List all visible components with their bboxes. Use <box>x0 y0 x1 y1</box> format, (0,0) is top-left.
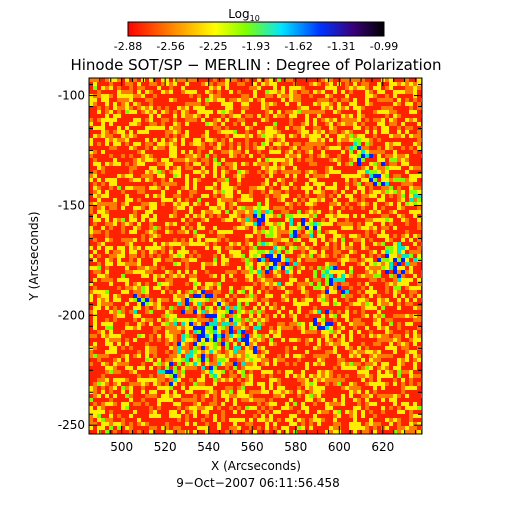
x-axis-label: X (Arcseconds) <box>211 459 301 473</box>
x-tick-label: 520 <box>154 440 177 454</box>
figure-title: Hinode SOT/SP − MERLIN : Degree of Polar… <box>70 56 441 74</box>
colorbar-tick-label: -2.88 <box>114 40 142 53</box>
y-tick-label: -150 <box>58 198 85 212</box>
colorbar-tick-label: -0.99 <box>370 40 398 53</box>
y-tick-label: -250 <box>58 418 85 432</box>
x-tick-label: 540 <box>197 440 220 454</box>
plot-frame <box>88 77 423 435</box>
colorbar-tick-label: -2.25 <box>199 40 227 53</box>
x-tick-label: 560 <box>241 440 264 454</box>
x-tick-label: 500 <box>110 440 133 454</box>
polarization-map <box>89 78 422 434</box>
colorbar-ticks: -2.88 -2.56 -2.25 -1.93 -1.62 -1.31 -0.99 <box>114 40 398 53</box>
colorbar-tick-label: -2.56 <box>156 40 184 53</box>
colorbar-tick-label: -1.62 <box>284 40 312 53</box>
y-tick-label: -200 <box>58 308 85 322</box>
x-tick-label: 600 <box>328 440 351 454</box>
colorbar-tick-label: -1.31 <box>327 40 355 53</box>
axis-ticks: 500 520 540 560 580 600 620 -100 -150 -200 -250 <box>58 78 422 454</box>
colorbar-tick-label: -1.93 <box>242 40 270 53</box>
colorbar <box>127 21 385 37</box>
x-tick-label: 580 <box>284 440 307 454</box>
x-tick-label: 620 <box>371 440 394 454</box>
y-axis-label: Y (Arcseconds) <box>27 211 41 301</box>
colorbar-label: Log10 <box>228 7 260 23</box>
timestamp: 9−Oct−2007 06:11:56.458 <box>176 476 339 490</box>
y-tick-label: -100 <box>58 89 85 103</box>
